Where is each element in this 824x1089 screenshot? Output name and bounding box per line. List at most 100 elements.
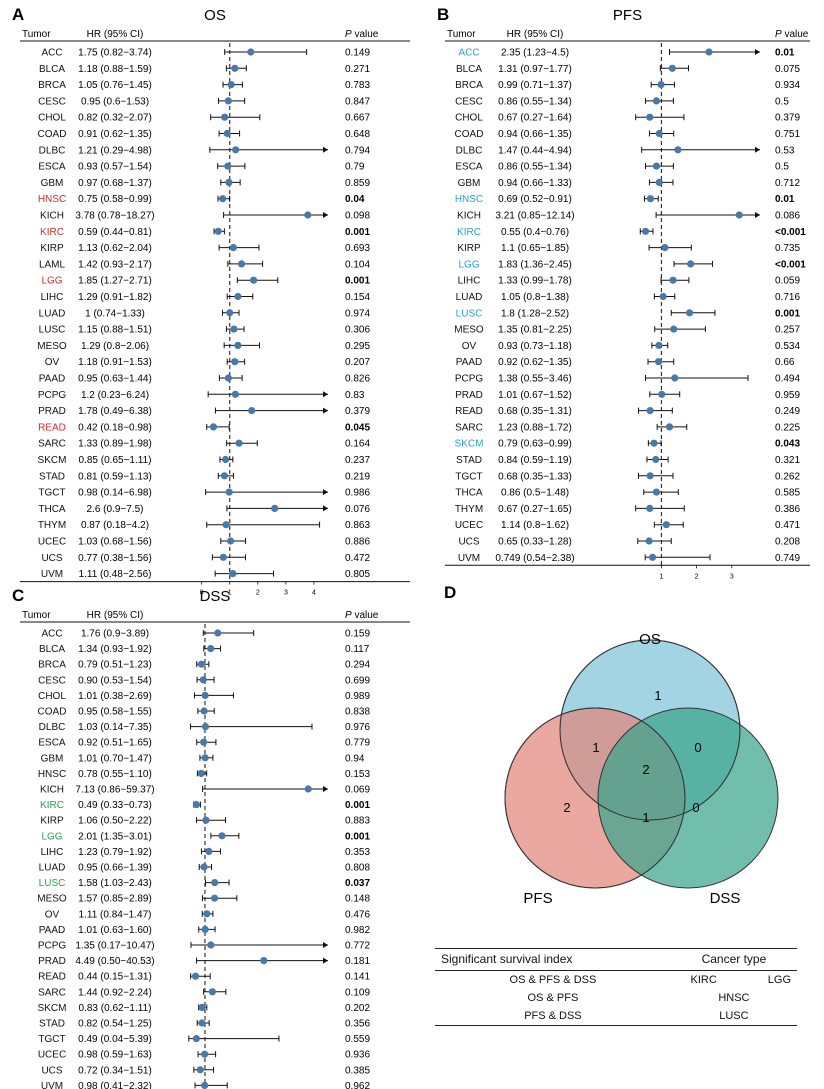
venn-label-os: OS: [639, 631, 661, 648]
p-value-label: 0.237: [345, 455, 370, 466]
column-header-p-value: P value: [345, 610, 379, 621]
hr-point: [235, 439, 243, 447]
p-value-label: 0.043: [775, 439, 800, 450]
hr-point: [658, 390, 666, 398]
p-value-label: 0.001: [775, 308, 800, 319]
ci-arrow: [323, 505, 328, 512]
tumor-label: STAD: [39, 471, 65, 482]
p-value-label: 0.321: [775, 455, 800, 466]
p-value-label: 0.826: [345, 374, 370, 385]
hr-ci-label: 3.21 (0.85−12.14): [495, 211, 574, 222]
tumor-label: OV: [45, 909, 60, 920]
hr-ci-label: 1.57 (0.85−2.89): [78, 894, 152, 905]
p-value-label: 0.181: [345, 956, 370, 967]
hr-ci-label: 1.01 (0.38−2.69): [78, 691, 152, 702]
tumor-label: COAD: [38, 707, 67, 718]
venn-summary-table: Significant survival index Cancer type O…: [435, 948, 797, 1026]
p-value-label: 0.805: [345, 569, 370, 580]
tumor-label: BRCA: [455, 80, 483, 91]
tumor-label: THCA: [38, 504, 66, 515]
hr-ci-label: 1.76 (0.9−3.89): [81, 629, 149, 640]
tumor-label: READ: [455, 406, 483, 417]
table-row: PFS & DSS LUSC: [435, 1007, 797, 1026]
table-row: OS & PFS & DSS KIRC LGG: [435, 971, 797, 990]
hr-ci-label: 0.67 (0.27−1.65): [498, 504, 572, 515]
hr-ci-label: 0.92 (0.51−1.65): [78, 738, 152, 749]
hr-point: [201, 1050, 209, 1058]
hr-point: [654, 358, 663, 366]
tumor-label: UVM: [458, 553, 480, 564]
ci-arrow: [323, 942, 328, 948]
p-value-label: 0.219: [345, 471, 370, 482]
p-value-label: 0.936: [345, 1050, 370, 1061]
p-value-label: 0.693: [345, 243, 370, 254]
hr-ci-label: 0.44 (0.15−1.31): [78, 972, 152, 983]
tumor-label: LGG: [41, 831, 62, 842]
p-value-label: 0.94: [345, 753, 365, 764]
p-italic: P: [345, 610, 352, 621]
p-value-label: 0.117: [345, 644, 370, 655]
tumor-label: READ: [38, 972, 66, 983]
tumor-label: OV: [45, 357, 60, 368]
hr-ci-label: 0.99 (0.71−1.37): [498, 80, 572, 91]
tumor-label: MESO: [37, 341, 67, 352]
venn-label-dss: DSS: [710, 890, 741, 907]
hr-point: [237, 260, 246, 268]
ci-arrow: [323, 407, 328, 414]
tumor-label: CESC: [38, 96, 66, 107]
hr-point: [226, 537, 235, 545]
hr-point: [209, 423, 218, 431]
tumor-label: LUAD: [39, 863, 66, 874]
p-value-label: 0.735: [775, 243, 800, 254]
hr-ci-label: 1.85 (1.27−2.71): [78, 276, 152, 287]
p-value-label: 0.982: [345, 925, 370, 936]
p-value-label: 0.66: [775, 357, 795, 368]
hr-ci-label: 0.55 (0.4−0.76): [501, 227, 569, 238]
hr-point: [229, 244, 238, 252]
hr-point: [231, 358, 239, 366]
hr-ci-label: 0.75 (0.58−0.99): [78, 194, 152, 205]
hr-ci-label: 1.14 (0.8−1.62): [501, 520, 569, 531]
p-value-label: 0.153: [345, 769, 370, 780]
tumor-label: READ: [38, 422, 66, 433]
hr-ci-label: 0.92 (0.62−1.35): [498, 357, 572, 368]
p-value-label: 0.001: [345, 831, 370, 842]
tumor-label: LIHC: [41, 292, 64, 303]
p-value-label: 0.257: [775, 325, 800, 336]
p-value-label: 0.306: [345, 325, 370, 336]
p-value-label: 0.249: [775, 406, 800, 417]
tumor-label: HNSC: [38, 769, 66, 780]
p-value-label: 0.045: [345, 422, 370, 433]
hr-point: [674, 146, 682, 154]
hr-ci-label: 0.97 (0.68−1.37): [78, 178, 152, 189]
hr-point: [227, 81, 235, 89]
hr-ci-label: 0.82 (0.32−2.07): [78, 113, 152, 124]
tumor-label: TGCT: [38, 488, 65, 499]
tumor-label: LUSC: [456, 308, 483, 319]
hr-ci-label: 1.01 (0.70−1.47): [78, 753, 152, 764]
tumor-label: STAD: [456, 455, 482, 466]
hr-point: [201, 925, 209, 934]
axis-tick-label: 1: [228, 590, 232, 597]
p-value-label: 0.863: [345, 520, 370, 531]
column-header-tumor: Tumor: [22, 29, 51, 40]
hr-ci-label: 0.65 (0.33−1.28): [498, 537, 572, 548]
tumor-label: BRCA: [38, 660, 66, 671]
hr-point: [200, 863, 208, 871]
panel-b-pfs-forest-plot: B PFS Tumor HR (95% CI) P value 1 2 3 ACC 2.35 (1…: [437, 5, 810, 580]
survival-index-cell: PFS & DSS: [435, 1007, 671, 1026]
panel-a-os-forest-plot: A OS Tumor HR (95% CI) P value 0 1 2 3 4 ACC 1.75 (…: [12, 5, 410, 597]
hr-ci-label: 1.18 (0.91−1.53): [78, 357, 152, 368]
panel-letter: C: [12, 586, 24, 605]
hr-ci-label: 0.69 (0.52−0.91): [498, 194, 572, 205]
hr-point: [655, 341, 663, 349]
hr-ci-label: 0.94 (0.66−1.35): [498, 129, 572, 140]
tumor-label: PRAD: [455, 390, 483, 401]
hr-ci-label: 1.44 (0.92−2.24): [78, 987, 152, 998]
hr-point: [225, 488, 233, 496]
hr-point: [685, 309, 694, 317]
tumor-label: KIRP: [40, 243, 64, 254]
hr-ci-label: 0.94 (0.66−1.33): [498, 178, 572, 189]
p-value-label: 0.207: [345, 357, 370, 368]
